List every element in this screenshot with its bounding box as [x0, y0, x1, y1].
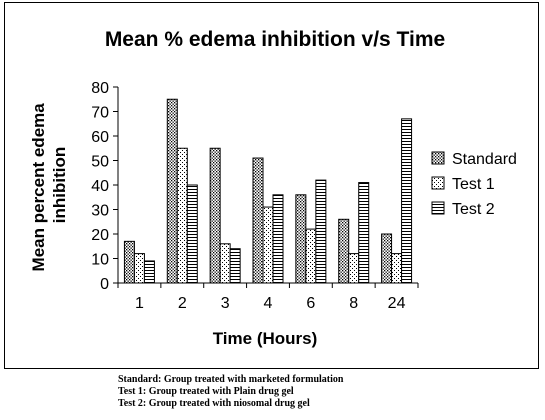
bar-test-1	[348, 253, 360, 284]
legend-label: Standard	[452, 151, 517, 168]
legend-label: Test 1	[452, 176, 495, 193]
bars	[123, 98, 413, 284]
bar-standard	[338, 218, 350, 284]
bar-test-1	[176, 147, 188, 284]
x-tick-label: 1	[135, 295, 144, 312]
bar-standard	[123, 240, 135, 284]
y-tick-labels: 0 10 20 30 40 50 60 70 80	[91, 80, 109, 293]
bar-test-2	[272, 194, 284, 284]
legend-swatch	[431, 176, 445, 190]
bar-test-2	[315, 179, 327, 284]
chart: Mean % edema inhibition v/s Time Mean pe…	[29, 28, 517, 348]
footnotes: Standard: Group treated with marketed fo…	[118, 374, 343, 410]
y-tick-label: 40	[91, 178, 109, 195]
y-axis-title: Mean percent edema inhibition	[29, 99, 69, 272]
x-tick-label: 2	[178, 295, 187, 312]
bar-test-2	[229, 248, 241, 284]
y-tick-label: 20	[91, 227, 109, 244]
y-tick-label: 50	[91, 154, 109, 171]
bar-test-2	[186, 184, 198, 284]
legend-swatch	[431, 201, 445, 215]
y-tick-label: 10	[91, 252, 109, 269]
bar-test-2	[358, 182, 370, 284]
bar-test-2	[401, 118, 413, 284]
x-tick-label: 3	[221, 295, 230, 312]
footnote-test-2: Test 2: Group treated with niosomal drug…	[118, 398, 310, 409]
x-tick-label: 8	[349, 295, 358, 312]
legend: Standard Test 1 Test 2	[431, 151, 517, 218]
y-tick-label: 70	[91, 105, 109, 122]
bar-test-2	[143, 260, 155, 284]
x-tick-label: 4	[264, 295, 273, 312]
footnote-test-1: Test 1: Group treated with Plain drug ge…	[118, 386, 294, 397]
x-axis-title: Time (Hours)	[213, 329, 318, 348]
bar-standard	[209, 147, 221, 284]
bar-standard	[381, 233, 393, 284]
chart-title: Mean % edema inhibition v/s Time	[105, 28, 445, 51]
y-tick-label: 30	[91, 203, 109, 220]
bar-test-1	[391, 253, 403, 284]
bar-test-1	[305, 228, 317, 284]
x-tick-label: 24	[388, 295, 406, 312]
bar-test-1	[219, 243, 231, 284]
legend-swatch	[431, 151, 445, 165]
bar-test-1	[262, 206, 274, 284]
footnote-standard: Standard: Group treated with marketed fo…	[118, 374, 344, 385]
bar-test-1	[133, 253, 145, 284]
bar-standard	[166, 98, 178, 284]
x-tick-label: 6	[306, 295, 315, 312]
y-tick-label: 60	[91, 129, 109, 146]
bar-standard	[295, 194, 307, 284]
y-tick-label: 0	[100, 276, 109, 293]
x-tick-labels: 1 2 3 4 6 8 24	[135, 295, 406, 312]
bar-standard	[252, 157, 264, 284]
y-tick-label: 80	[91, 80, 109, 97]
legend-label: Test 2	[452, 201, 495, 218]
chart-frame	[4, 2, 539, 369]
